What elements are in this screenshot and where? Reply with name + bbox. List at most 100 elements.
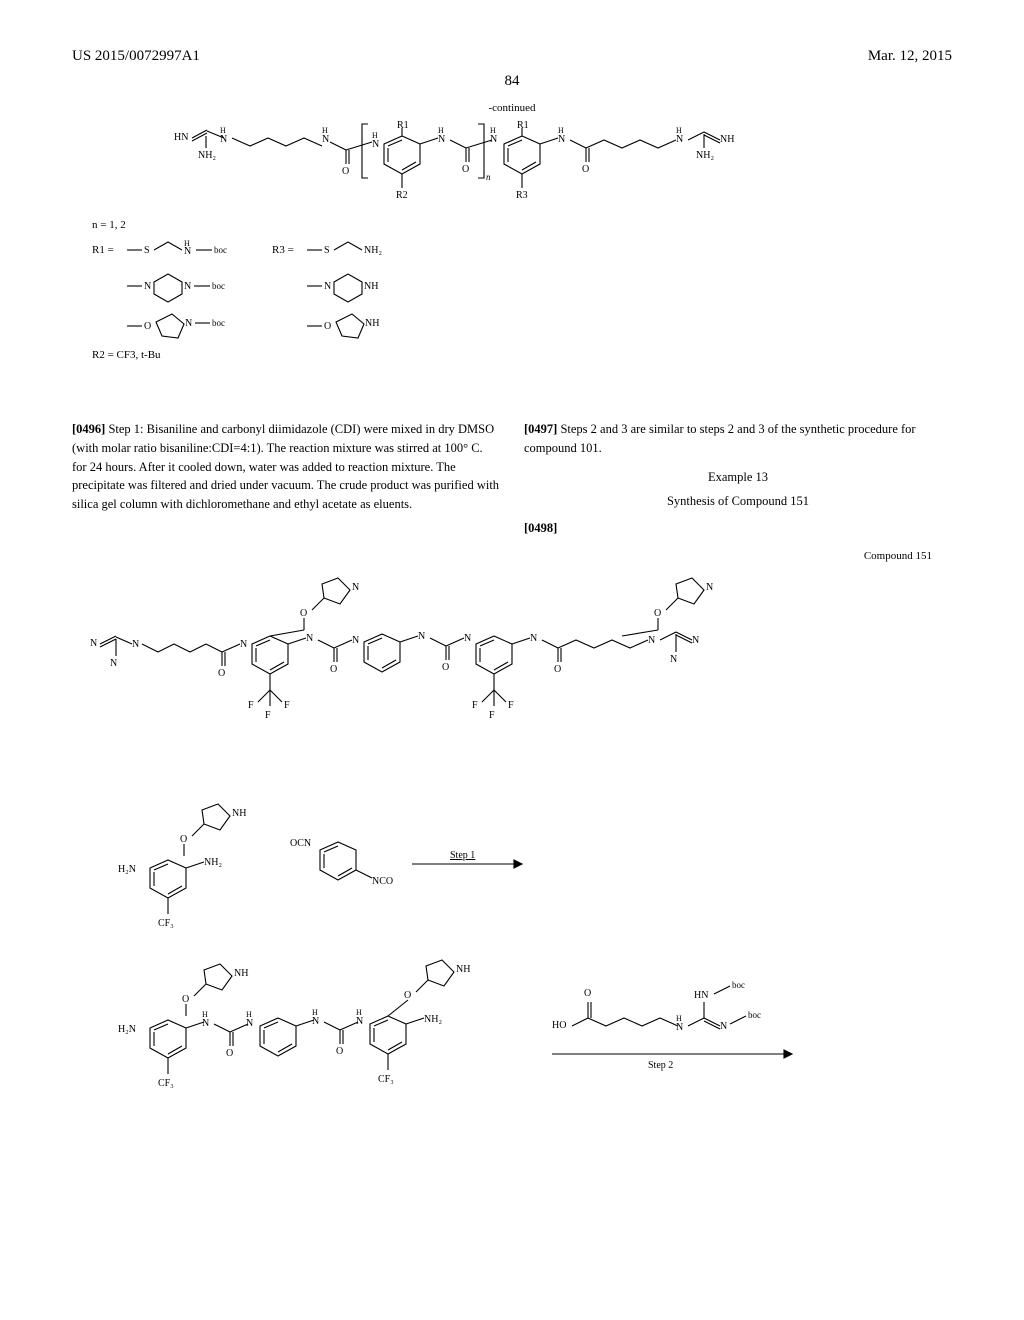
svg-text:N: N bbox=[676, 1022, 683, 1033]
svg-text:N: N bbox=[648, 635, 655, 646]
para-0498-num: [0498] bbox=[524, 521, 557, 535]
svg-text:HN: HN bbox=[694, 990, 708, 1001]
example-13-label: Example 13 bbox=[524, 468, 952, 487]
svg-text:NH₂: NH₂ bbox=[204, 857, 222, 868]
svg-text:O: O bbox=[654, 608, 661, 619]
svg-text:boc: boc bbox=[212, 281, 225, 291]
svg-text:O: O bbox=[342, 166, 349, 177]
para-0497-num: [0497] bbox=[524, 422, 557, 436]
svg-text:n: n bbox=[486, 172, 491, 182]
body-columns: [0496] Step 1: Bisaniline and carbonyl d… bbox=[72, 420, 952, 538]
svg-text:NH: NH bbox=[720, 134, 734, 145]
svg-text:R1 =: R1 = bbox=[92, 244, 114, 256]
svg-text:Step 2: Step 2 bbox=[648, 1060, 673, 1071]
page-header: US 2015/0072997A1 Mar. 12, 2015 bbox=[72, 48, 952, 65]
svg-text:N: N bbox=[438, 134, 445, 145]
compound-151-structure: N O N O N N N O N bbox=[72, 564, 952, 764]
svg-text:O: O bbox=[218, 668, 225, 679]
svg-text:NH: NH bbox=[232, 808, 246, 819]
svg-text:O: O bbox=[300, 608, 307, 619]
svg-text:O: O bbox=[554, 664, 561, 675]
svg-text:CF₃: CF₃ bbox=[158, 1078, 174, 1089]
continued-label: -continued bbox=[72, 102, 952, 114]
svg-text:boc: boc bbox=[748, 1010, 761, 1020]
svg-text:N: N bbox=[670, 654, 677, 665]
svg-text:N: N bbox=[418, 631, 425, 642]
svg-text:O: O bbox=[324, 321, 331, 332]
svg-text:N: N bbox=[324, 281, 331, 292]
svg-text:N: N bbox=[720, 1021, 727, 1032]
publication-date: Mar. 12, 2015 bbox=[868, 48, 952, 65]
svg-text:N: N bbox=[312, 1016, 319, 1027]
svg-text:N: N bbox=[322, 134, 329, 145]
svg-text:N: N bbox=[706, 582, 713, 593]
right-column: [0497] Steps 2 and 3 are similar to step… bbox=[524, 420, 952, 538]
svg-text:N: N bbox=[558, 134, 565, 145]
svg-text:R3: R3 bbox=[516, 190, 528, 201]
svg-text:F: F bbox=[489, 710, 495, 721]
patent-number: US 2015/0072997A1 bbox=[72, 48, 200, 65]
generic-oligomer-structure: HN H N NH₂ H N O H N bbox=[72, 118, 952, 408]
svg-text:S: S bbox=[324, 245, 330, 256]
svg-text:N: N bbox=[372, 139, 379, 150]
svg-text:O: O bbox=[180, 834, 187, 845]
svg-text:n = 1, 2: n = 1, 2 bbox=[92, 219, 126, 231]
svg-text:NH₂: NH₂ bbox=[364, 245, 382, 256]
svg-text:R1: R1 bbox=[517, 120, 529, 131]
svg-text:HO: HO bbox=[552, 1020, 566, 1031]
svg-text:NH: NH bbox=[456, 964, 470, 975]
svg-text:N: N bbox=[356, 1016, 363, 1027]
svg-text:N: N bbox=[676, 134, 683, 145]
svg-text:O: O bbox=[336, 1046, 343, 1057]
svg-text:N: N bbox=[692, 635, 699, 646]
svg-text:N: N bbox=[240, 639, 247, 650]
svg-text:N: N bbox=[144, 281, 151, 292]
svg-text:O: O bbox=[582, 164, 589, 175]
svg-text:O: O bbox=[144, 321, 151, 332]
page-number: 84 bbox=[72, 73, 952, 90]
compound-151-label: Compound 151 bbox=[72, 550, 952, 562]
svg-text:R2: R2 bbox=[396, 190, 408, 201]
svg-text:O: O bbox=[226, 1048, 233, 1059]
svg-text:NCO: NCO bbox=[372, 876, 393, 887]
svg-text:boc: boc bbox=[214, 245, 227, 255]
svg-text:F: F bbox=[472, 700, 478, 711]
svg-text:N: N bbox=[184, 246, 191, 257]
svg-text:N: N bbox=[185, 318, 192, 329]
para-0497-text: Steps 2 and 3 are similar to steps 2 and… bbox=[524, 422, 916, 455]
svg-text:HN: HN bbox=[174, 132, 188, 143]
svg-text:F: F bbox=[265, 710, 271, 721]
svg-text:NH: NH bbox=[234, 968, 248, 979]
svg-text:H₂N: H₂N bbox=[118, 864, 136, 875]
left-column: [0496] Step 1: Bisaniline and carbonyl d… bbox=[72, 420, 500, 538]
svg-text:F: F bbox=[248, 700, 254, 711]
svg-text:N: N bbox=[110, 658, 117, 669]
para-0497: [0497] Steps 2 and 3 are similar to step… bbox=[524, 420, 952, 458]
para-0496-num: [0496] bbox=[72, 422, 105, 436]
svg-text:N: N bbox=[220, 134, 227, 145]
svg-text:H₂N: H₂N bbox=[118, 1024, 136, 1035]
svg-text:O: O bbox=[584, 988, 591, 999]
svg-text:S: S bbox=[144, 245, 150, 256]
svg-text:N: N bbox=[530, 633, 537, 644]
svg-text:NH₂: NH₂ bbox=[696, 150, 714, 161]
svg-text:N: N bbox=[184, 281, 191, 292]
svg-text:O: O bbox=[404, 990, 411, 1001]
svg-text:R1: R1 bbox=[397, 120, 409, 131]
svg-text:R3 =: R3 = bbox=[272, 244, 294, 256]
svg-text:F: F bbox=[284, 700, 290, 711]
svg-text:N: N bbox=[246, 1018, 253, 1029]
para-0496-text: Step 1: Bisaniline and carbonyl diimidaz… bbox=[72, 422, 499, 511]
svg-text:O: O bbox=[330, 664, 337, 675]
svg-text:O: O bbox=[182, 994, 189, 1005]
synthesis-title: Synthesis of Compound 151 bbox=[524, 492, 952, 511]
svg-text:N: N bbox=[490, 134, 497, 145]
svg-text:F: F bbox=[508, 700, 514, 711]
svg-text:N: N bbox=[306, 633, 313, 644]
svg-text:NH₂: NH₂ bbox=[198, 150, 216, 161]
svg-text:R2 = CF3, t-Bu: R2 = CF3, t-Bu bbox=[92, 349, 161, 361]
svg-text:N: N bbox=[464, 633, 471, 644]
svg-text:CF₃: CF₃ bbox=[378, 1074, 394, 1085]
svg-text:NH: NH bbox=[364, 281, 378, 292]
svg-text:N: N bbox=[90, 638, 97, 649]
